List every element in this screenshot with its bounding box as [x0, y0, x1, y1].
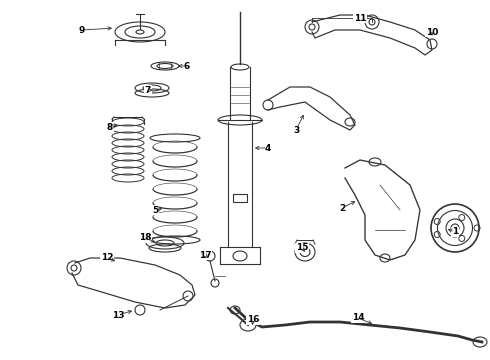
Text: 11: 11: [354, 14, 366, 23]
Text: 2: 2: [339, 203, 345, 212]
Text: 10: 10: [426, 27, 438, 36]
Text: 18: 18: [139, 234, 151, 243]
Text: 5: 5: [152, 206, 158, 215]
Text: 15: 15: [296, 243, 308, 252]
Text: 8: 8: [107, 122, 113, 131]
Text: 12: 12: [101, 253, 113, 262]
Bar: [233, 194, 247, 202]
Text: 1: 1: [452, 228, 458, 237]
Text: 9: 9: [79, 26, 85, 35]
Text: 7: 7: [145, 86, 151, 95]
Text: 17: 17: [198, 251, 211, 260]
Text: 4: 4: [265, 144, 271, 153]
Text: 13: 13: [112, 310, 124, 320]
Text: 6: 6: [184, 62, 190, 71]
Text: 16: 16: [247, 315, 259, 324]
Text: 3: 3: [293, 126, 299, 135]
Text: 14: 14: [352, 314, 364, 323]
